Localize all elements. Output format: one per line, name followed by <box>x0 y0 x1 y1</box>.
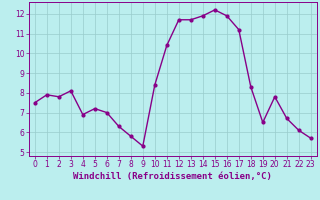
X-axis label: Windchill (Refroidissement éolien,°C): Windchill (Refroidissement éolien,°C) <box>73 172 272 181</box>
